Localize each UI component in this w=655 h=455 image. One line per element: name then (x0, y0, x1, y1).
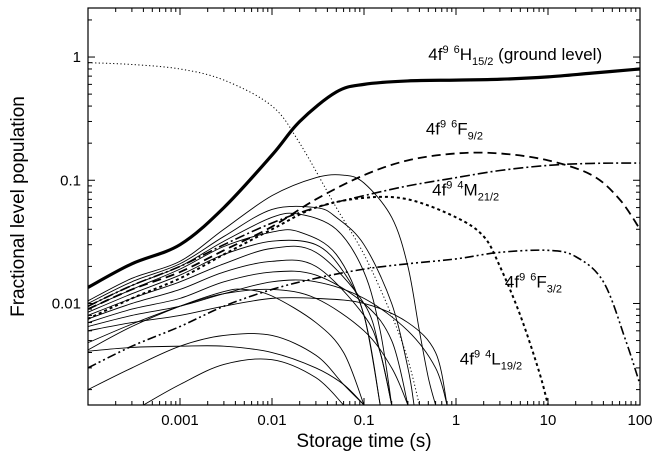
series-line-thin (88, 259, 393, 405)
series-line-thin (88, 229, 381, 405)
series-line-dashed (88, 151, 640, 310)
x-tick-label: 0.01 (257, 412, 286, 429)
series-line-thin (143, 358, 344, 405)
series-line-thin (88, 270, 409, 405)
series-line-thin (88, 174, 437, 405)
curve-label-f32: 4f9 6F3/2 (505, 271, 562, 295)
annotations: 4f9 6H15/2 (ground level) 4f9 6F9/2 4f9 4M21/… (426, 44, 602, 373)
series-line-dotted (88, 62, 420, 405)
series-line-shortdash (88, 195, 549, 405)
series-line-thin (88, 288, 365, 405)
series-line-thin (88, 345, 365, 405)
x-axis-title: Storage time (s) (296, 431, 431, 452)
series-line-thin (88, 245, 393, 405)
curve-label-h15: 4f9 6H15/2 (ground level) (428, 44, 602, 68)
series-line-thin (88, 288, 409, 405)
series-line-thin (88, 212, 393, 405)
y-tick-label: 0.1 (60, 172, 81, 189)
series-line-thin (88, 205, 415, 405)
series-line-thin (88, 297, 448, 405)
x-tick-label: 0.001 (161, 412, 199, 429)
curve-label-m212: 4f9 4M21/2 (432, 180, 499, 204)
y-tick-label: 1 (73, 49, 81, 66)
series-line-thin (88, 239, 381, 405)
x-tick-label: 10 (540, 412, 557, 429)
series-line-thin (88, 279, 448, 405)
series-line-dashdotdot (88, 249, 640, 385)
curve-label-l192: 4f9 4L19/2 (460, 348, 522, 372)
curves (88, 62, 640, 405)
plot-frame (87, 7, 641, 406)
x-tick-label: 100 (627, 412, 652, 429)
y-axis-title: Fractional level population (8, 96, 29, 317)
x-tick-label: 0.1 (354, 412, 375, 429)
axis-ticks: 0.001 0.01 0.1 1 10 100 0.01 0.1 1 (52, 8, 653, 429)
x-tick-label: 1 (452, 412, 460, 429)
curve-label-f92: 4f9 6F9/2 (426, 119, 483, 143)
series-line-thin (88, 333, 365, 405)
y-tick-label: 0.01 (52, 295, 81, 312)
series-line-thick (88, 67, 640, 289)
